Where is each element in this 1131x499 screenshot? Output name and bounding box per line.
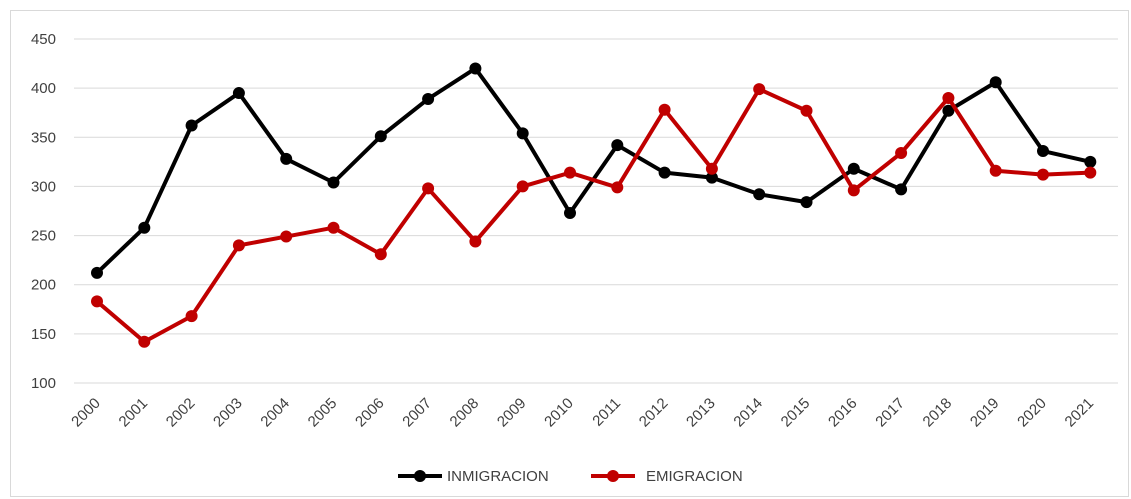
x-tick-label: 2015 (778, 395, 814, 431)
data-point-inmigracion (942, 104, 955, 117)
x-tick-label: 2001 (116, 395, 152, 431)
x-tick-label: 2012 (636, 395, 672, 431)
x-tick-label: 2011 (589, 395, 624, 430)
y-tick-label: 350 (31, 129, 56, 146)
data-point-emigracion (374, 248, 387, 261)
data-point-emigracion (705, 162, 718, 175)
x-tick-label: 2013 (683, 395, 719, 431)
data-point-inmigracion (611, 139, 624, 152)
data-point-inmigracion (1037, 145, 1049, 158)
x-tick-label: 2006 (352, 395, 388, 431)
data-point-inmigracion (327, 176, 340, 189)
data-point-inmigracion (564, 206, 576, 219)
data-point-inmigracion (753, 188, 766, 201)
legend-label: INMIGRACION (447, 468, 549, 485)
legend-item-inmigracion: INMIGRACION (398, 468, 549, 485)
y-tick-label: 150 (31, 326, 56, 343)
legend-marker (607, 470, 619, 482)
x-tick-label: 2010 (541, 395, 577, 431)
data-point-emigracion (138, 335, 151, 348)
x-tick-label: 2005 (305, 395, 341, 431)
x-tick-label: 2004 (257, 395, 293, 431)
data-point-inmigracion (516, 127, 529, 140)
data-point-emigracion (185, 310, 198, 323)
x-tick-label: 2007 (399, 395, 435, 431)
legend-marker (414, 470, 426, 482)
data-point-inmigracion (895, 183, 908, 196)
data-point-emigracion (847, 184, 860, 197)
data-point-emigracion (327, 221, 340, 234)
y-tick-label: 100 (31, 375, 56, 392)
y-tick-label: 200 (31, 277, 56, 294)
data-point-emigracion (280, 230, 293, 243)
data-point-inmigracion (469, 62, 482, 75)
data-point-emigracion (611, 181, 624, 194)
data-point-inmigracion (374, 130, 387, 143)
data-point-emigracion (422, 182, 435, 195)
y-tick-label: 450 (31, 31, 56, 48)
x-tick-label: 2014 (730, 395, 766, 431)
data-point-emigracion (753, 83, 766, 96)
data-point-inmigracion (1084, 155, 1097, 168)
data-point-inmigracion (280, 152, 293, 165)
x-tick-label: 2002 (163, 395, 199, 431)
x-tick-label: 2020 (1014, 395, 1050, 431)
chart-frame (10, 10, 1129, 497)
data-point-emigracion (564, 166, 576, 179)
data-point-inmigracion (422, 92, 435, 105)
data-point-inmigracion (91, 266, 103, 279)
data-point-emigracion (91, 295, 103, 308)
data-point-inmigracion (658, 166, 671, 179)
data-point-inmigracion (800, 196, 813, 209)
series-line-emigracion (95, 87, 1093, 344)
data-point-emigracion (1084, 166, 1097, 179)
y-tick-label: 250 (31, 228, 56, 245)
legend-item-emigracion: EMIGRACION (591, 468, 743, 485)
data-point-emigracion (658, 103, 671, 116)
data-point-inmigracion (232, 87, 245, 100)
data-point-emigracion (895, 147, 908, 160)
data-point-emigracion (516, 180, 529, 193)
data-point-inmigracion (185, 119, 198, 132)
data-point-emigracion (232, 239, 245, 252)
x-tick-label: 2016 (825, 395, 861, 431)
data-point-inmigracion (847, 162, 860, 175)
x-tick-label: 2000 (68, 395, 104, 431)
legend-label: EMIGRACION (646, 468, 743, 485)
x-tick-label: 2017 (872, 395, 908, 431)
data-point-emigracion (800, 104, 813, 117)
data-point-emigracion (469, 235, 482, 248)
x-tick-label: 2021 (1062, 395, 1098, 431)
data-point-inmigracion (138, 221, 151, 234)
x-tick-label: 2008 (447, 395, 483, 431)
data-point-inmigracion (705, 171, 718, 184)
x-tick-label: 2018 (920, 395, 956, 431)
data-point-emigracion (942, 91, 955, 104)
x-tick-label: 2019 (967, 395, 1003, 431)
x-tick-label: 2009 (494, 395, 530, 431)
data-point-emigracion (1037, 168, 1049, 181)
y-tick-label: 400 (31, 80, 56, 97)
y-tick-label: 300 (31, 178, 56, 195)
x-tick-label: 2003 (210, 395, 246, 431)
data-point-emigracion (989, 164, 1002, 177)
data-point-inmigracion (989, 76, 1002, 89)
